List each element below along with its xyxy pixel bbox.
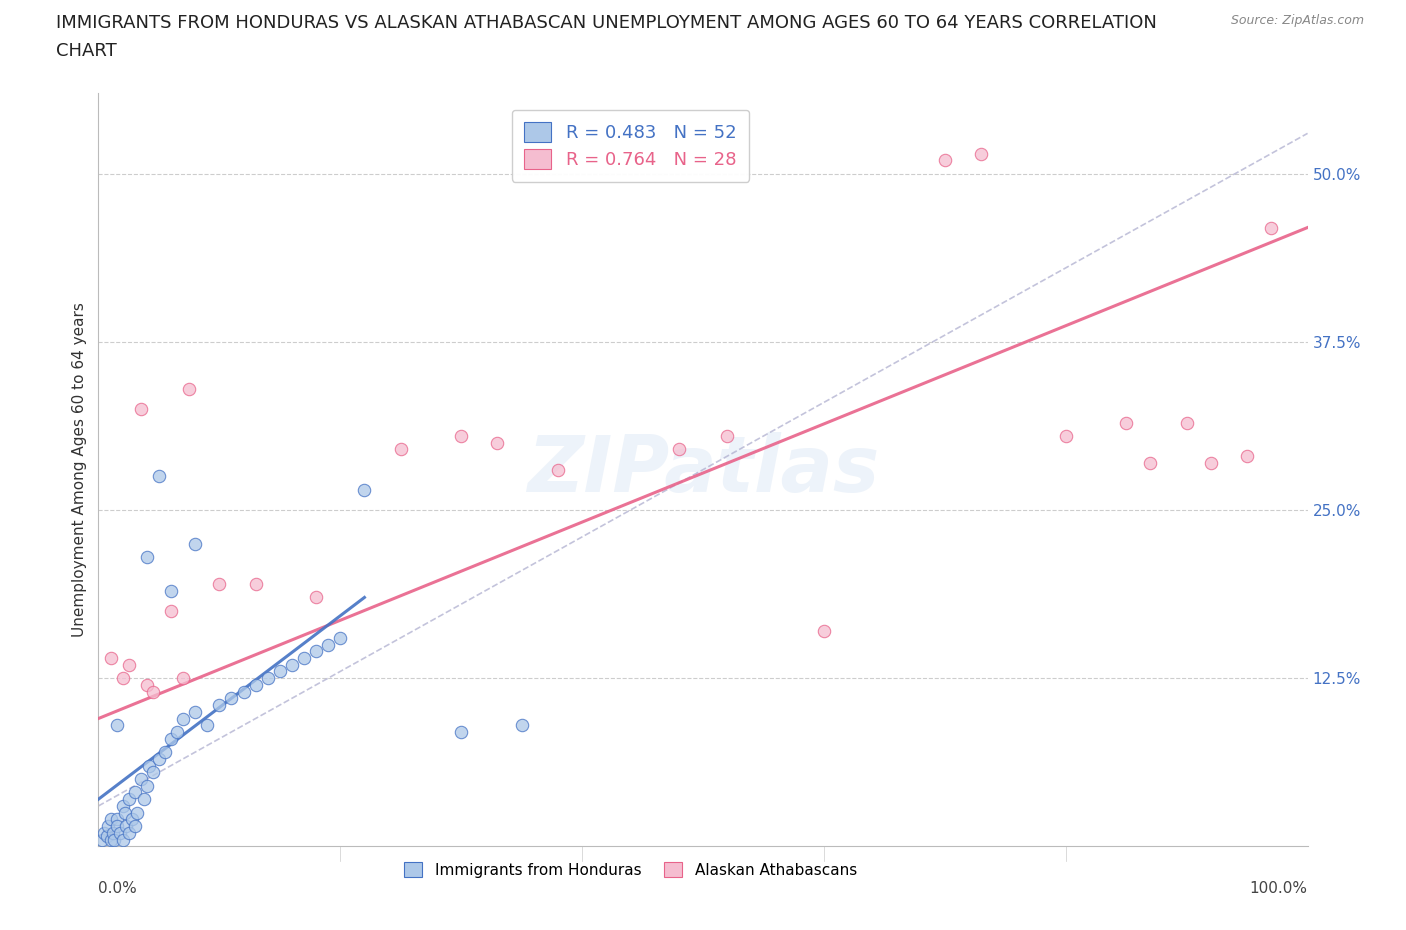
Point: [101, 826, 124, 841]
Point: [100, 651, 122, 666]
Point: [1236, 449, 1258, 464]
Point: [316, 637, 339, 652]
Point: [547, 462, 569, 477]
Point: [160, 583, 183, 598]
Point: [1199, 456, 1222, 471]
Point: [1054, 429, 1077, 444]
Point: [153, 745, 176, 760]
Point: [142, 684, 165, 699]
Point: [486, 435, 509, 450]
Point: [160, 604, 183, 618]
Point: [124, 785, 146, 800]
Y-axis label: Unemployment Among Ages 60 to 64 years: Unemployment Among Ages 60 to 64 years: [72, 302, 87, 637]
Text: Source: ZipAtlas.com: Source: ZipAtlas.com: [1230, 14, 1364, 27]
Point: [105, 812, 128, 827]
Legend: Immigrants from Honduras, Alaskan Athabascans: Immigrants from Honduras, Alaskan Athaba…: [398, 857, 863, 884]
Point: [118, 658, 141, 672]
Point: [245, 677, 267, 692]
Point: [269, 664, 291, 679]
Point: [450, 429, 472, 444]
Point: [127, 805, 149, 820]
Point: [148, 751, 170, 766]
Point: [329, 631, 352, 645]
Point: [111, 799, 134, 814]
Text: IMMIGRANTS FROM HONDURAS VS ALASKAN ATHABASCAN UNEMPLOYMENT AMONG AGES 60 TO 64 : IMMIGRANTS FROM HONDURAS VS ALASKAN ATHA…: [56, 14, 1157, 32]
Point: [172, 671, 194, 685]
Point: [305, 590, 328, 604]
Point: [221, 691, 243, 706]
Point: [281, 658, 304, 672]
Point: [305, 644, 328, 658]
Point: [111, 671, 134, 685]
Text: 0.0%: 0.0%: [98, 881, 138, 896]
Point: [716, 429, 738, 444]
Point: [668, 442, 690, 457]
Point: [510, 718, 533, 733]
Point: [91, 832, 114, 847]
Point: [813, 624, 835, 639]
Point: [97, 818, 120, 833]
Point: [184, 704, 207, 719]
Point: [389, 442, 412, 457]
Point: [160, 731, 183, 746]
Point: [1175, 415, 1198, 430]
Point: [105, 718, 128, 733]
Text: CHART: CHART: [56, 42, 117, 60]
Point: [114, 805, 136, 820]
Point: [934, 153, 956, 167]
Point: [292, 651, 315, 666]
Point: [100, 812, 122, 827]
Point: [970, 146, 993, 161]
Point: [245, 577, 267, 591]
Point: [115, 818, 138, 833]
Point: [103, 832, 125, 847]
Point: [353, 483, 375, 498]
Point: [256, 671, 278, 685]
Point: [135, 550, 157, 565]
Point: [195, 718, 218, 733]
Point: [108, 826, 131, 841]
Point: [1139, 456, 1161, 471]
Point: [129, 402, 152, 417]
Point: [208, 577, 231, 591]
Point: [134, 791, 156, 806]
Point: [450, 724, 472, 739]
Point: [135, 778, 157, 793]
Point: [129, 772, 152, 787]
Point: [184, 537, 207, 551]
Text: 100.0%: 100.0%: [1250, 881, 1308, 896]
Point: [179, 381, 201, 396]
Point: [93, 826, 115, 841]
Point: [1260, 220, 1282, 235]
Point: [138, 758, 160, 773]
Point: [121, 812, 143, 827]
Point: [148, 469, 170, 484]
Point: [124, 818, 146, 833]
Point: [111, 832, 134, 847]
Text: ZIPatlas: ZIPatlas: [527, 432, 879, 508]
Point: [172, 711, 194, 726]
Point: [118, 791, 141, 806]
Point: [1115, 415, 1137, 430]
Point: [135, 677, 157, 692]
Point: [96, 828, 118, 843]
Point: [166, 724, 188, 739]
Point: [232, 684, 254, 699]
Point: [100, 832, 122, 847]
Point: [118, 826, 141, 841]
Point: [105, 818, 128, 833]
Point: [142, 764, 165, 779]
Point: [208, 698, 231, 712]
